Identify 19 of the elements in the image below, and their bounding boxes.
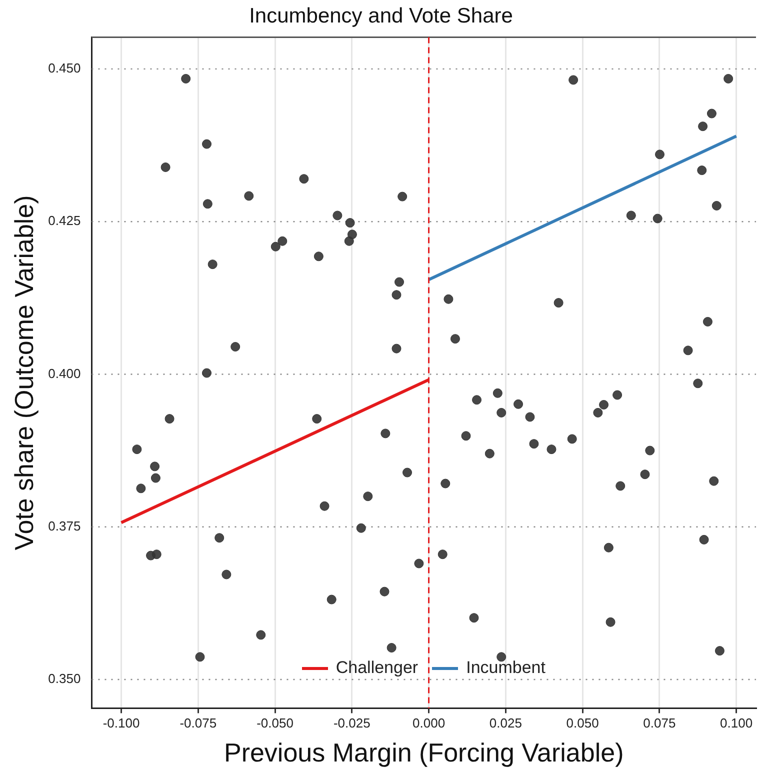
y-tick-label: 0.400 <box>48 366 81 381</box>
y-tick-label: 0.450 <box>48 60 81 76</box>
x-tick-label: -0.050 <box>256 716 294 731</box>
chart-title: Incumbency and Vote Share <box>249 4 513 28</box>
y-axis-title: Vote share (Outcome Variable) <box>8 195 39 550</box>
y-tick-label: 0.350 <box>48 671 81 686</box>
y-tick-label: 0.375 <box>48 518 81 534</box>
x-tick-label: 0.000 <box>412 716 446 731</box>
x-tick-label: -0.025 <box>333 716 370 731</box>
x-tick-label: 0.100 <box>720 716 753 731</box>
x-tick-label: 0.025 <box>489 716 522 731</box>
legend-label: Incumbent <box>466 658 546 678</box>
y-tick-label: 0.425 <box>48 213 81 228</box>
x-tick-label: 0.050 <box>566 716 599 731</box>
legend-label: Challenger <box>336 658 418 678</box>
x-tick-label: -0.075 <box>180 716 217 731</box>
x-tick-label: -0.100 <box>102 716 140 731</box>
x-tick-label: 0.075 <box>643 716 676 731</box>
x-axis-title: Previous Margin (Forcing Variable) <box>224 738 624 768</box>
